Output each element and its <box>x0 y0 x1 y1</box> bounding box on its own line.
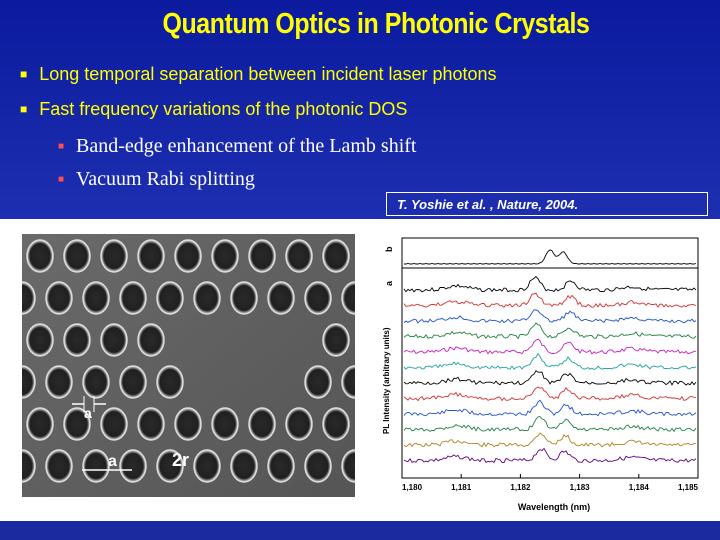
photonic-crystal-hole <box>267 449 295 483</box>
x-tick-label: 1,181 <box>451 483 472 492</box>
photonic-crystal-hole <box>322 407 350 441</box>
photonic-crystal-hole <box>322 323 350 357</box>
photonic-crystal-hole <box>137 407 165 441</box>
spectrum-trace <box>403 292 697 308</box>
photonic-crystal-hole <box>82 365 110 399</box>
photonic-crystal-hole <box>211 239 239 273</box>
photonic-crystal-hole <box>230 449 258 483</box>
photonic-crystal-hole <box>100 239 128 273</box>
photonic-crystal-hole <box>193 281 221 315</box>
bullet-text: Fast frequency variations of the photoni… <box>39 99 408 119</box>
photonic-crystal-hole <box>45 365 73 399</box>
photonic-crystal-hole <box>341 365 355 399</box>
spectrum-trace <box>403 275 697 293</box>
x-axis-label: Wavelength (nm) <box>518 502 590 512</box>
panel-a-label: a <box>384 280 394 286</box>
photonic-crystal-hole <box>26 323 54 357</box>
photonic-crystal-hole <box>304 365 332 399</box>
photonic-crystal-hole <box>137 239 165 273</box>
spectrum-trace <box>403 322 697 340</box>
x-tick-label: 1,184 <box>629 483 650 492</box>
photonic-crystal-hole <box>304 449 332 483</box>
photonic-crystal-hole <box>26 239 54 273</box>
x-tick-label: 1,180 <box>402 483 423 492</box>
photonic-crystal-hole <box>100 407 128 441</box>
citation-box: T. Yoshie et al. , Nature, 2004. <box>386 192 708 216</box>
sub-bullet-item: ■ Band-edge enhancement of the Lamb shift <box>58 135 416 158</box>
photonic-crystal-hole <box>45 281 73 315</box>
photonic-crystal-hole <box>174 239 202 273</box>
spectrum-trace <box>403 447 697 464</box>
pl-spectrum-plot: b a PL Intensity (arbitrary units) 1,180… <box>378 228 708 520</box>
photonic-crystal-hole <box>341 449 355 483</box>
sub-bullet-text: Band-edge enhancement of the Lamb shift <box>76 135 417 157</box>
photonic-crystal-hole <box>26 407 54 441</box>
radius-label: 2r <box>172 450 189 470</box>
slide-title: Quantum Optics in Photonic Crystals <box>162 8 590 40</box>
spectrum-trace <box>403 386 697 402</box>
sem-micrograph: a a 2r <box>22 234 355 497</box>
spectrum-trace <box>403 399 697 417</box>
photonic-crystal-hole <box>63 407 91 441</box>
photonic-crystal-hole <box>156 365 184 399</box>
photonic-crystal-hole <box>193 449 221 483</box>
photonic-crystal-hole <box>82 281 110 315</box>
panel-a-frame <box>401 267 699 479</box>
photonic-crystal-hole <box>22 365 36 399</box>
bullet-item: ■ Fast frequency variations of the photon… <box>20 99 407 120</box>
photonic-crystal-hole <box>285 407 313 441</box>
photonic-crystal-hole <box>63 239 91 273</box>
x-tick-label: 1,185 <box>678 483 699 492</box>
spectrum-trace <box>403 352 697 371</box>
photonic-crystal-hole <box>322 239 350 273</box>
spectrum-trace <box>403 309 697 324</box>
sem-image: a a 2r <box>22 234 355 497</box>
bullet-square-icon: ■ <box>58 174 65 185</box>
photonic-crystal-hole <box>119 281 147 315</box>
photonic-crystal-hole <box>22 281 36 315</box>
x-ticks: 1,180 1,181 1,182 1,183 1,184 1,185 <box>401 474 699 492</box>
spectrum-trace <box>403 370 697 386</box>
bullet-text: Long temporal separation between inciden… <box>39 64 497 84</box>
photonic-crystal-hole <box>156 449 184 483</box>
photonic-crystal-hole <box>211 407 239 441</box>
photonic-crystal-hole <box>248 407 276 441</box>
photonic-crystal-hole <box>267 281 295 315</box>
spectrum-trace <box>403 338 697 355</box>
y-axis-label: PL Intensity (arbitrary units) <box>382 327 391 434</box>
pl-spectrum-svg: b a PL Intensity (arbitrary units) 1,180… <box>382 237 699 512</box>
photonic-crystal-hole <box>341 281 355 315</box>
defect-label: a <box>84 405 92 421</box>
spectrum-trace <box>403 432 697 448</box>
photonic-crystal-hole <box>82 449 110 483</box>
photonic-crystal-hole <box>248 239 276 273</box>
scale-annotations: a a 2r <box>72 396 189 471</box>
bottom-strip <box>0 521 720 540</box>
photonic-crystal-hole <box>174 407 202 441</box>
bullet-square-icon: ■ <box>20 67 28 81</box>
photonic-crystal-hole <box>304 281 332 315</box>
photonic-crystal-hole <box>119 449 147 483</box>
trace-panel-b <box>404 249 697 265</box>
photonic-crystal-hole <box>119 365 147 399</box>
spectrum-trace <box>403 416 697 433</box>
photonic-crystal-hole <box>285 239 313 273</box>
photonic-crystal-hole <box>230 281 258 315</box>
photonic-crystal-hole <box>156 281 184 315</box>
x-tick-label: 1,182 <box>510 483 531 492</box>
photonic-crystal-hole <box>45 449 73 483</box>
sub-bullet-text: Vacuum Rabi splitting <box>76 168 255 190</box>
panel-b-label: b <box>384 246 394 252</box>
photonic-crystal-hole <box>100 323 128 357</box>
x-tick-label: 1,183 <box>570 483 591 492</box>
bullet-square-icon: ■ <box>58 141 65 152</box>
sub-bullet-item: ■ Vacuum Rabi splitting <box>58 168 255 191</box>
photonic-crystal-hole <box>137 323 165 357</box>
photonic-crystal-hole <box>63 323 91 357</box>
bullet-square-icon: ■ <box>20 102 28 116</box>
lattice-label: a <box>108 453 117 470</box>
spectrum-traces <box>403 249 697 464</box>
photonic-crystal-hole <box>22 449 36 483</box>
bullet-item: ■ Long temporal separation between incide… <box>20 64 497 85</box>
